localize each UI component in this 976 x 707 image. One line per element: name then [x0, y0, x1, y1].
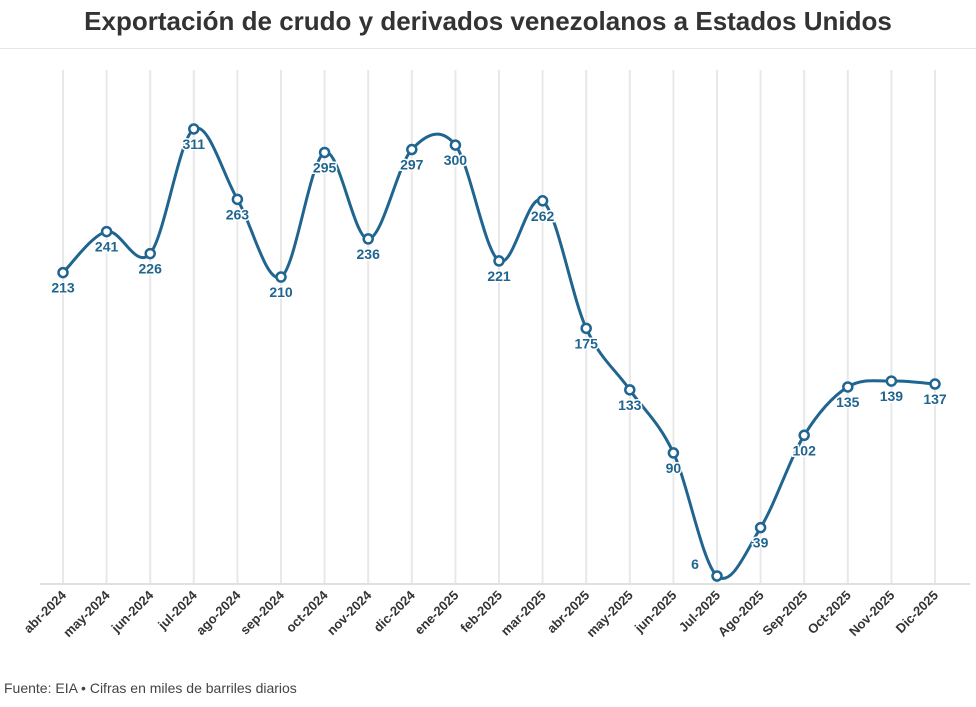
- series-line: [61, 126, 936, 580]
- title-divider: [0, 48, 976, 49]
- data-label: 39: [753, 535, 769, 551]
- x-tick-label: Nov-2025: [846, 588, 897, 639]
- data-point: [624, 384, 636, 396]
- data-point: [929, 378, 941, 390]
- data-point: [493, 255, 505, 267]
- x-tick-label: Dic-2025: [893, 588, 941, 636]
- data-point: [449, 139, 462, 151]
- data-point: [580, 322, 592, 335]
- data-point: [536, 195, 549, 207]
- x-tick-label: may-2025: [583, 588, 636, 641]
- data-label: 236: [357, 246, 381, 262]
- data-label: 6: [691, 556, 699, 572]
- x-tick-label: may-2024: [60, 587, 113, 640]
- data-label: 300: [444, 152, 468, 168]
- x-tick-label: ene-2025: [412, 588, 462, 638]
- data-label: 139: [880, 388, 904, 404]
- data-label: 241: [95, 239, 119, 255]
- data-point: [406, 143, 418, 156]
- data-point: [144, 247, 156, 260]
- data-point: [798, 429, 810, 442]
- data-point: [667, 447, 680, 459]
- data-label: 295: [313, 159, 337, 175]
- x-tick-label: nov-2024: [324, 587, 375, 638]
- data-label: 135: [836, 394, 860, 410]
- x-tick-label: Sep-2025: [759, 588, 810, 639]
- line-chart: abr-2024may-2024jun-2024jul-2024ago-2024…: [21, 70, 970, 641]
- data-point: [100, 225, 113, 238]
- x-tick-label: ago-2024: [193, 587, 244, 638]
- data-label: 311: [183, 136, 206, 152]
- data-point: [57, 266, 69, 279]
- x-tick-label: jun-2025: [631, 588, 680, 637]
- data-label: 102: [793, 442, 817, 458]
- data-label: 263: [226, 206, 250, 222]
- data-point: [885, 375, 898, 387]
- data-point: [318, 146, 331, 159]
- data-label: 210: [269, 284, 293, 300]
- source-note: Fuente: EIA • Cifras en miles de barrile…: [4, 680, 297, 696]
- data-label: 90: [666, 460, 682, 476]
- x-tick-label: sep-2024: [237, 587, 288, 638]
- data-label: 226: [139, 261, 163, 277]
- x-tick-label: jun-2024: [108, 587, 157, 636]
- data-point: [711, 570, 723, 582]
- data-point: [275, 271, 287, 283]
- data-label: 297: [400, 157, 424, 173]
- chart-title: Exportación de crudo y derivados venezol…: [84, 6, 892, 36]
- data-label: 262: [531, 208, 555, 224]
- data-label: 175: [575, 335, 599, 351]
- data-label: 213: [51, 280, 75, 296]
- data-label: 133: [618, 397, 642, 413]
- data-point: [362, 233, 374, 245]
- x-tick-label: Ago-2025: [715, 588, 767, 640]
- x-tick-label: mar-2025: [498, 588, 549, 639]
- data-point: [842, 381, 854, 393]
- data-point: [231, 193, 244, 206]
- data-point: [754, 521, 767, 534]
- data-point: [188, 123, 200, 135]
- data-label: 221: [487, 268, 511, 284]
- data-label: 137: [923, 391, 947, 407]
